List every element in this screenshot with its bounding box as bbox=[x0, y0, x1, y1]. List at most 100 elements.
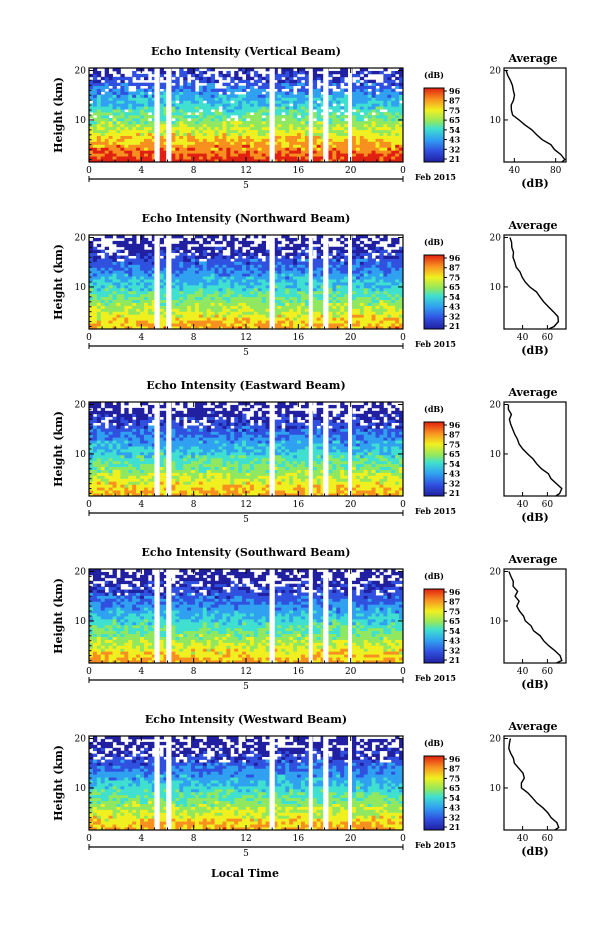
heatmap-cell bbox=[143, 94, 149, 98]
heatmap-cell bbox=[367, 100, 373, 104]
heatmap-cell bbox=[371, 490, 376, 494]
heatmap-cell bbox=[230, 153, 235, 157]
heatmap-cell bbox=[159, 314, 164, 318]
heatmap-cell bbox=[143, 76, 149, 81]
heatmap-cell bbox=[194, 141, 200, 145]
heatmap-cell bbox=[332, 79, 337, 84]
heatmap-cell bbox=[289, 290, 294, 295]
heatmap-cell bbox=[163, 317, 168, 321]
heatmap-cell bbox=[194, 144, 200, 148]
heatmap-cell bbox=[312, 88, 318, 92]
average-profile-line bbox=[509, 237, 560, 330]
heatmap-cell bbox=[340, 112, 345, 116]
heatmap-cell bbox=[120, 94, 125, 98]
heatmap-cell bbox=[159, 276, 164, 280]
heatmap-cell bbox=[344, 150, 349, 154]
colorbar-tick-label: 21 bbox=[449, 154, 460, 164]
heatmap-cell bbox=[285, 296, 290, 301]
heatmap-cell bbox=[242, 287, 247, 292]
heatmap-cell bbox=[210, 317, 216, 321]
heatmap-cell bbox=[293, 97, 298, 101]
heatmap-cell bbox=[194, 270, 200, 274]
heatmap-cell bbox=[234, 273, 239, 277]
heatmap-cell bbox=[273, 296, 278, 301]
heatmap-cell bbox=[379, 70, 384, 75]
heatmap-cell bbox=[340, 94, 345, 98]
heatmap-cell bbox=[399, 129, 404, 134]
heatmap-cell bbox=[320, 88, 325, 92]
heatmap-cell bbox=[304, 73, 310, 78]
heatmap-cell bbox=[226, 132, 231, 136]
heatmap-cell bbox=[179, 126, 184, 131]
heatmap-cell bbox=[395, 237, 400, 242]
heatmap-cell bbox=[171, 290, 176, 295]
heatmap-cell bbox=[89, 267, 94, 271]
heatmap-cell bbox=[206, 261, 212, 265]
heatmap-cell bbox=[96, 296, 102, 301]
heatmap-cell bbox=[379, 270, 384, 274]
heatmap-cell bbox=[242, 138, 247, 142]
heatmap-cell bbox=[340, 97, 345, 101]
heatmap-cell bbox=[202, 490, 208, 494]
heatmap-cell bbox=[387, 91, 392, 95]
heatmap-cell bbox=[375, 109, 380, 113]
heatmap-cell bbox=[253, 252, 259, 256]
heatmap-cell bbox=[371, 82, 376, 87]
heatmap-cell bbox=[328, 287, 333, 292]
heatmap-cell bbox=[249, 284, 255, 289]
heatmap-cell bbox=[238, 115, 243, 119]
heatmap-cell bbox=[277, 320, 282, 324]
heatmap-cell bbox=[293, 267, 298, 271]
heatmap-cell bbox=[293, 117, 298, 122]
heatmap-cell bbox=[132, 270, 137, 274]
heatmap-cell bbox=[230, 311, 235, 315]
heatmap-cell bbox=[391, 282, 396, 286]
heatmap-cell bbox=[242, 147, 247, 151]
heatmap-cell bbox=[206, 117, 212, 122]
average-x-tick-label: 80 bbox=[550, 166, 562, 176]
heatmap-cell bbox=[151, 132, 157, 136]
heatmap-cell bbox=[92, 103, 98, 107]
heatmap-cell bbox=[104, 296, 110, 301]
heatmap-cell bbox=[246, 94, 251, 98]
heatmap-cell bbox=[151, 97, 157, 101]
heatmap-cell bbox=[112, 311, 117, 315]
heatmap-cell bbox=[383, 249, 388, 254]
heatmap-cell bbox=[151, 144, 157, 148]
heatmap-cell bbox=[289, 311, 294, 315]
heatmap-cell bbox=[218, 290, 223, 295]
heatmap-cell bbox=[128, 237, 133, 242]
heatmap-cell bbox=[226, 493, 231, 497]
heatmap-cell bbox=[214, 320, 219, 324]
heatmap-cell bbox=[253, 70, 259, 75]
heatmap-cell bbox=[179, 235, 184, 239]
heatmap-cell bbox=[226, 73, 231, 78]
heatmap-cell bbox=[261, 299, 267, 303]
heatmap-cell bbox=[159, 267, 164, 271]
heatmap-cell bbox=[320, 159, 325, 163]
heatmap-cell bbox=[92, 159, 98, 163]
heatmap-cell bbox=[359, 240, 365, 245]
heatmap-cell bbox=[151, 68, 157, 72]
heatmap-cell bbox=[175, 153, 180, 157]
heatmap-cell bbox=[304, 490, 310, 494]
heatmap-cell bbox=[273, 135, 278, 139]
heatmap-cell bbox=[261, 126, 267, 131]
heatmap-cell bbox=[108, 296, 113, 301]
heatmap-cell bbox=[363, 276, 369, 280]
heatmap-cell bbox=[234, 150, 239, 154]
heatmap-cell bbox=[116, 305, 121, 309]
heatmap-cell bbox=[100, 326, 106, 330]
heatmap-cell bbox=[136, 293, 141, 298]
heatmap-cell bbox=[355, 117, 361, 122]
heatmap-cell bbox=[100, 147, 106, 151]
heatmap-cell bbox=[387, 296, 392, 301]
heatmap-cell bbox=[285, 109, 290, 113]
heatmap-cell bbox=[344, 276, 349, 280]
heatmap-cell bbox=[92, 270, 98, 274]
heatmap-cell bbox=[375, 284, 380, 289]
heatmap-cell bbox=[359, 123, 365, 128]
heatmap-cell bbox=[273, 76, 278, 81]
heatmap-cell bbox=[293, 112, 298, 116]
heatmap-cell bbox=[187, 296, 192, 301]
